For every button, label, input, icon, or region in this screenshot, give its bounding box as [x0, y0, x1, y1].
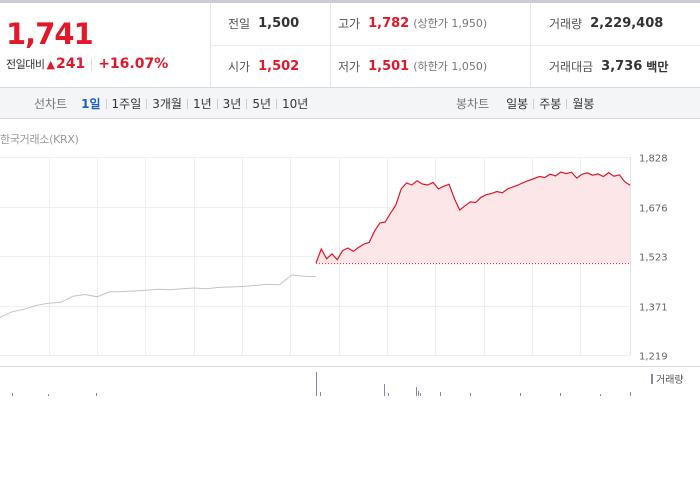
change-amount: 241	[55, 56, 86, 72]
price-chart-svg[interactable]: 1,828 1,676 1,523 1,371 1,219	[0, 150, 700, 400]
stat-unit: 백만	[646, 59, 669, 74]
volume-bar	[420, 393, 421, 396]
tab-daily-candle[interactable]: 일봉	[506, 97, 529, 111]
stat-value: 1,502	[258, 58, 300, 74]
previous-session-line	[0, 274, 317, 318]
volume-bar	[440, 392, 441, 396]
tab-3y[interactable]: 3년	[222, 97, 242, 111]
stat-volume: 거래량 2,229,408	[549, 14, 663, 32]
chart-period-tabs: 선차트 1일 1주일 3개월 1년 3년 5년 10년 봉차트 일봉 주봉 월봉	[0, 88, 700, 119]
volume-bar	[384, 384, 385, 396]
stat-label: 거래대금	[549, 59, 594, 74]
volume-bar	[630, 392, 631, 396]
stat-value: 1,501	[368, 58, 410, 74]
today-price-line	[315, 171, 631, 264]
row-divider	[211, 45, 700, 46]
tab-separator	[216, 98, 218, 109]
tab-5y[interactable]: 5년	[252, 97, 272, 111]
tab-1w[interactable]: 1주일	[111, 97, 142, 111]
volume-bar	[316, 372, 317, 396]
change-label: 전일대비	[6, 58, 45, 71]
volume-bar	[320, 392, 321, 396]
tab-separator	[105, 98, 107, 109]
volume-bar	[520, 393, 521, 396]
tab-1d[interactable]: 1일	[81, 97, 101, 111]
line-chart-label: 선차트	[34, 97, 68, 111]
triangle-up-icon: ▲	[46, 57, 55, 71]
y-tick-label: 1,828	[639, 154, 668, 165]
stat-high: 고가 1,782 (상한가 1,950)	[338, 14, 487, 32]
change-row: 전일대비 ▲ 241 +16.07%	[6, 55, 168, 73]
stat-open: 시가 1,502	[228, 57, 299, 75]
stat-prev-close: 전일 1,500	[228, 14, 299, 32]
volume-bar	[388, 393, 389, 396]
tab-10y[interactable]: 10년	[282, 97, 309, 111]
stat-low: 저가 1,501 (하한가 1,050)	[338, 57, 487, 75]
lower-limit: (하한가 1,050)	[413, 60, 488, 73]
y-tick-label: 1,676	[639, 204, 668, 215]
volume-legend-label: 거래량	[656, 375, 684, 386]
stat-value: 1,782	[368, 15, 410, 31]
tab-separator	[276, 98, 278, 109]
stat-label: 고가	[338, 16, 361, 31]
stat-value: 2,229,408	[590, 15, 664, 31]
y-tick-label: 1,523	[639, 253, 668, 264]
volume-bar	[12, 393, 13, 396]
tab-separator	[246, 98, 248, 109]
candle-chart-label: 봉차트	[456, 97, 490, 111]
volume-bar	[418, 391, 419, 396]
stat-label: 시가	[228, 59, 251, 74]
tab-separator	[186, 98, 188, 109]
summary-bottom-border	[0, 87, 700, 88]
volume-bar	[48, 394, 49, 396]
volume-swatch	[651, 373, 653, 384]
today-area-fill	[316, 172, 630, 264]
tab-weekly-candle[interactable]: 주봉	[539, 97, 562, 111]
volume-bar	[560, 393, 561, 396]
volume-bar	[600, 394, 601, 396]
tab-3m[interactable]: 3개월	[152, 97, 182, 111]
stat-label: 전일	[228, 16, 251, 31]
stat-trade-value: 거래대금 3,736 백만	[549, 57, 668, 75]
tab-separator	[533, 98, 535, 109]
change-divider	[91, 57, 93, 71]
tab-separator	[566, 98, 568, 109]
upper-limit: (상한가 1,950)	[413, 17, 488, 30]
tab-separator	[146, 98, 148, 109]
candle-chart-tab-group: 봉차트 일봉 주봉 월봉	[456, 88, 599, 119]
top-border	[0, 0, 700, 3]
tab-1y[interactable]: 1년	[192, 97, 212, 111]
price-summary: 1,741 전일대비 ▲ 241 +16.07%	[0, 3, 210, 87]
chart-source-label: 한국거래소(KRX)	[0, 133, 79, 146]
change-rate: +16.07%	[98, 56, 169, 72]
volume-bar	[96, 393, 97, 396]
stat-label: 거래량	[549, 16, 583, 31]
line-chart-tab-group: 선차트 1일 1주일 3개월 1년 3년 5년 10년	[34, 88, 313, 119]
volume-legend: 거래량	[651, 371, 684, 386]
y-tick-label: 1,219	[639, 352, 668, 363]
column-divider-1	[210, 3, 211, 87]
stat-value: 3,736	[601, 58, 643, 74]
price-chart[interactable]: 1,828 1,676 1,523 1,371 1,219	[0, 150, 700, 400]
stat-label: 저가	[338, 59, 361, 74]
volume-bar	[416, 387, 417, 396]
y-tick-label: 1,371	[639, 303, 668, 314]
volume-bar	[470, 393, 471, 396]
tab-monthly-candle[interactable]: 월봉	[572, 97, 595, 111]
stat-value: 1,500	[258, 15, 300, 31]
current-price: 1,741	[6, 17, 94, 51]
